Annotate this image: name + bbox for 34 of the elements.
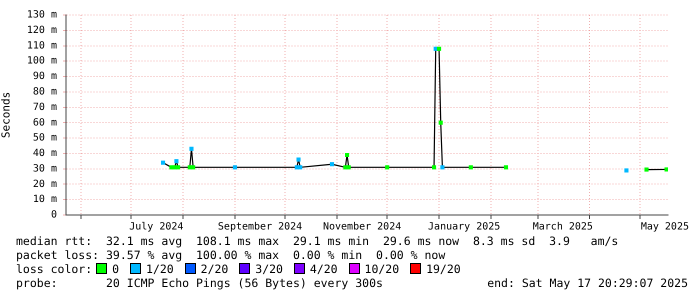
y-tick-label: 80 m [32,86,57,98]
y-tick-label: 70 m [32,102,57,113]
x-tick-label: March 2025 [532,222,593,233]
y-tick-label: 50 m [32,132,57,144]
text: packet loss: 39.57 % avg 100.00 % max 0.00 % min 0.00 % now [16,248,446,262]
legend-title: loss color: [16,262,92,276]
y-tick-label: 60 m [32,117,57,128]
x-tick-label: May 2025 [640,222,689,233]
y-tick-label: 100 m [26,56,57,67]
y-tick-label: 120 m [26,24,57,36]
y-tick-label: 110 m [26,40,57,52]
y-tick-label: 0 [50,210,57,221]
y-tick-label: 130 m [26,10,57,21]
legend-label: 0 [112,262,120,276]
y-tick-label: 30 m [32,163,57,174]
legend-label: 3/20 [255,262,284,276]
text: median rtt: 32.1 ms avg 108.1 ms max 29.1 ms min 29.6 ms now 8.3 ms sd 3.9 am/s [16,234,620,248]
point [624,168,628,172]
x-tick-label: September 2024 [218,222,302,233]
text: probe: 20 ICMP Echo Pings (56 Bytes) every 300s [16,276,383,290]
y-tick-label: 10 m [32,194,57,206]
legend-label: 19/20 [426,262,462,276]
legend-label: 4/20 [310,262,339,276]
x-tick-label: January 2025 [428,222,500,233]
y-tick-label: 40 m [32,148,57,160]
x-tick-label: July 2024 [129,222,184,233]
legend-label: 1/20 [146,262,175,276]
text: end: Sat May 17 20:29:07 2025 [487,276,688,290]
legend-label: 2/20 [200,262,230,276]
legend-label: 10/20 [364,262,400,276]
y-tick-label: 20 m [32,178,57,190]
y-tick-label: 90 m [32,71,57,82]
y-axis-title: Seconds [0,92,12,138]
x-tick-label: November 2024 [322,222,402,233]
